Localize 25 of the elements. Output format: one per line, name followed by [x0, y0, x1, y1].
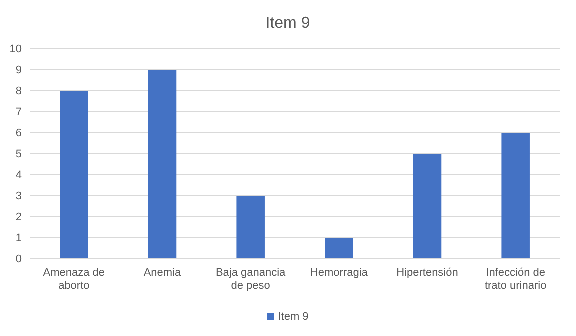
x-tick-label: Infección de trato urinario: [484, 267, 547, 292]
bar: [502, 133, 530, 259]
legend-label: Item 9: [278, 311, 309, 323]
y-tick-label: 4: [16, 170, 22, 182]
x-tick-label: Hemorragia: [310, 267, 369, 279]
y-tick-label: 3: [16, 190, 22, 203]
bar: [60, 91, 88, 259]
y-tick-label: 6: [16, 128, 22, 140]
y-tick-label: 7: [16, 106, 22, 119]
x-tick-label: Hipertensión: [396, 267, 458, 279]
x-tick-label: Amenaza de aborto: [43, 267, 106, 292]
y-tick-label: 9: [16, 64, 22, 77]
y-tick-label: 10: [10, 44, 22, 56]
y-tick-label: 1: [16, 232, 22, 245]
x-tick-label: Baja ganancia de peso: [216, 267, 287, 292]
bar: [325, 238, 354, 259]
bar: [236, 196, 265, 259]
x-tick-label: Anemia: [144, 267, 182, 279]
bar: [148, 70, 177, 259]
chart-title: Item 9: [266, 15, 310, 32]
y-tick-label: 2: [16, 212, 22, 224]
y-tick-label: 8: [16, 86, 22, 98]
y-tick-label: 0: [16, 254, 22, 266]
y-tick-label: 5: [16, 148, 22, 161]
bar: [413, 154, 442, 259]
